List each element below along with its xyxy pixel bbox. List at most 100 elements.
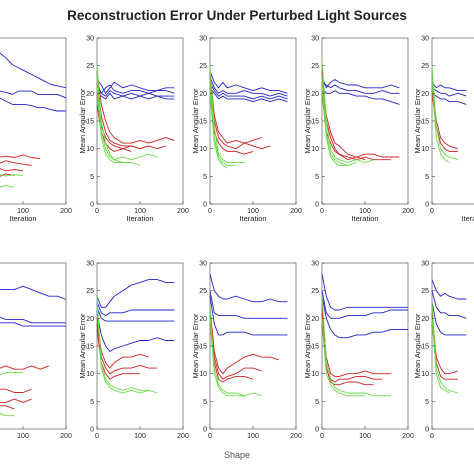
- y-tick-label: 5: [203, 174, 207, 181]
- y-tick-label: 20: [86, 91, 94, 98]
- figure-bottom-label: Shape: [223, 450, 251, 460]
- subplot-r0-c0: 100 200 Iteration: [0, 37, 72, 223]
- y-tick-label: 0: [203, 427, 207, 434]
- y-tick-label: 0: [315, 202, 319, 209]
- subplot-r0-c4: 00 5 10 15 20 25 30 Iteration Mean Angular Error: [413, 36, 474, 223]
- series-line-1: [209, 290, 288, 319]
- y-tick-label: 25: [311, 63, 319, 70]
- plot-frame: [0, 262, 67, 430]
- x-tick-label: 100: [247, 208, 259, 215]
- series-line-5: [0, 168, 24, 172]
- series-line-5: [96, 323, 158, 375]
- y-tick-label: 10: [311, 146, 319, 153]
- y-tick-label: 25: [199, 63, 207, 70]
- y-tick-label: 5: [425, 174, 429, 181]
- series-line-4: [96, 71, 175, 144]
- y-tick-label: 30: [199, 261, 207, 268]
- series-line-6: [321, 296, 391, 397]
- series-line-2: [431, 301, 467, 336]
- subplot-r0-c1: 0 100 200 0 5 10 15 20 25 30 Iteration Mean Angular…: [78, 36, 189, 224]
- figure-title: Reconstruction Error Under Perturbed Lig…: [67, 8, 407, 23]
- x-axis-label: Iteration: [461, 214, 474, 223]
- y-tick-label: 30: [421, 36, 429, 43]
- series-line-0: [209, 273, 288, 303]
- x-tick-label: 0: [208, 433, 212, 440]
- y-tick-label: 0: [425, 427, 429, 434]
- series-line-7: [209, 318, 245, 397]
- y-tick-label: 10: [199, 146, 207, 153]
- y-tick-label: 10: [86, 371, 94, 378]
- y-tick-label: 5: [315, 174, 319, 181]
- plot-frame: [431, 262, 474, 430]
- series-line-0: [0, 285, 67, 300]
- series-line-5: [96, 82, 166, 150]
- series-line-5: [431, 65, 458, 161]
- y-tick-label: 15: [311, 119, 319, 126]
- series-line-2: [209, 82, 288, 100]
- x-axis-label: Iteration: [9, 214, 36, 223]
- series-line-1: [209, 76, 288, 97]
- y-tick-label: 25: [421, 288, 429, 295]
- series-line-2: [209, 296, 288, 336]
- series-line-3: [0, 365, 49, 370]
- x-tick-label: 100: [134, 433, 146, 440]
- series-line-10: [96, 87, 123, 163]
- y-axis-label: Mean Angular Error: [303, 88, 312, 154]
- y-axis-label: Mean Angular Error: [78, 88, 87, 154]
- y-tick-label: 20: [199, 91, 207, 98]
- y-tick-label: 5: [315, 399, 319, 406]
- y-tick-label: 10: [421, 146, 429, 153]
- subplot-r1-c4: 00 5 10 15 20 25 30 Mean Angular Error: [413, 261, 474, 440]
- series-line-3: [209, 87, 288, 103]
- series-line-6: [431, 82, 450, 163]
- y-tick-label: 30: [86, 36, 94, 43]
- y-tick-label: 0: [425, 202, 429, 209]
- series-line-8: [209, 82, 236, 166]
- x-tick-label: 0: [208, 208, 212, 215]
- y-tick-label: 10: [421, 371, 429, 378]
- series-line-1: [321, 290, 408, 319]
- y-axis-label: Mean Angular Error: [191, 88, 200, 154]
- x-tick-label: 100: [247, 433, 259, 440]
- y-axis-label: Mean Angular Error: [303, 313, 312, 379]
- y-tick-label: 0: [315, 427, 319, 434]
- series-line-9: [209, 93, 228, 169]
- series-line-3: [321, 71, 400, 158]
- x-tick-label: 200: [177, 433, 189, 440]
- plot-frame: [96, 262, 184, 430]
- series-line-3: [321, 307, 391, 377]
- x-tick-label: 0: [320, 433, 324, 440]
- series-line-2: [0, 322, 66, 327]
- series-line-3: [431, 312, 458, 375]
- series-line-0: [431, 279, 467, 300]
- x-tick-label: 200: [402, 433, 414, 440]
- plot-frame: [0, 37, 67, 205]
- subplot-r1-c2: 0 100 200 0 5 10 15 20 25 30 Mean Angular Error: [191, 261, 302, 441]
- x-tick-label: 200: [60, 433, 72, 440]
- x-tick-label: 0: [95, 208, 99, 215]
- series-line-3: [96, 312, 175, 352]
- series-line-0: [321, 274, 408, 311]
- series-line-2: [321, 296, 408, 339]
- subplot-r1-c3: 0 100 200 0 5 10 15 20 25 30 Mean Angular Error: [303, 261, 414, 441]
- x-tick-label: 0: [430, 433, 434, 440]
- y-tick-label: 20: [421, 316, 429, 323]
- y-tick-label: 10: [311, 371, 319, 378]
- y-tick-label: 5: [90, 399, 94, 406]
- y-tick-label: 30: [86, 261, 94, 268]
- y-tick-label: 15: [199, 344, 207, 351]
- x-tick-label: 100: [17, 433, 29, 440]
- y-tick-label: 10: [86, 146, 94, 153]
- y-tick-label: 15: [421, 119, 429, 126]
- series-line-0: [96, 79, 175, 94]
- x-tick-label: 100: [134, 208, 146, 215]
- series-line-4: [209, 71, 262, 144]
- series-line-8: [96, 307, 158, 394]
- plot-frame: [431, 37, 474, 205]
- subplot-r1-c0: 100 200: [0, 262, 72, 440]
- y-tick-label: 0: [90, 427, 94, 434]
- series-line-1: [431, 290, 467, 319]
- series-line-1: [96, 84, 175, 94]
- series-line-4: [0, 160, 32, 166]
